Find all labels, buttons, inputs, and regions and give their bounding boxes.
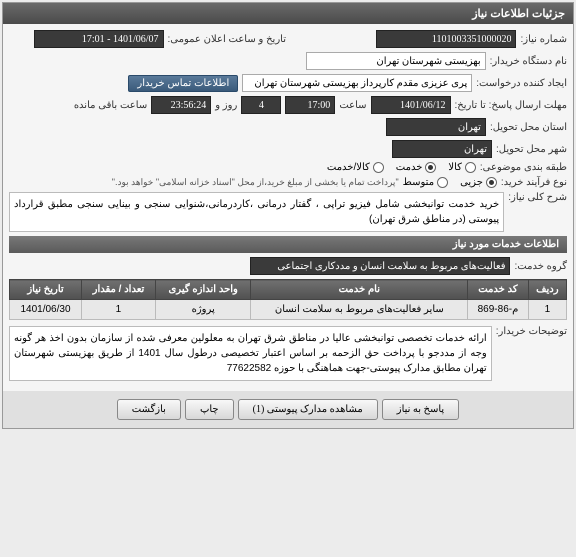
table-row: 1 م-86-869 سایر فعالیت‌های مربوط به سلام… <box>10 300 567 320</box>
radio-both[interactable]: کالا/خدمت <box>327 162 384 173</box>
deadline-time-input <box>285 96 335 114</box>
td-name: سایر فعالیت‌های مربوط به سلامت انسان <box>251 300 468 320</box>
contact-info-button[interactable]: اطلاعات تماس خریدار <box>128 75 238 92</box>
days-count-input <box>241 96 281 114</box>
radio-circle-checked-icon <box>425 162 436 173</box>
province-label: استان محل تحویل: <box>490 122 567 133</box>
desc-text: خرید خدمت توانبخشی شامل فیزیو تراپی ، گف… <box>9 192 504 232</box>
city-input <box>392 140 492 158</box>
row-creator: ایجاد کننده درخواست: اطلاعات تماس خریدار <box>9 74 567 92</box>
row-notes: توضیحات خریدار: ارائه خدمات تخصصی توانبخ… <box>9 326 567 381</box>
deadline-date-input <box>371 96 451 114</box>
table-header-row: ردیف کد خدمت نام خدمت واحد اندازه گیری ت… <box>10 280 567 300</box>
radio-circle-checked-icon <box>486 177 497 188</box>
panel-body: شماره نیاز: تاریخ و ساعت اعلان عمومی: نا… <box>3 24 573 391</box>
td-unit: پروژه <box>155 300 250 320</box>
row-category: طبقه بندی موضوعی: کالا خدمت کالا/خدمت <box>9 162 567 173</box>
services-table: ردیف کد خدمت نام خدمت واحد اندازه گیری ت… <box>9 279 567 320</box>
process-radio-group: جزیی متوسط <box>403 177 497 188</box>
radio-service-label: خدمت <box>396 162 423 173</box>
process-label: نوع فرآیند خرید: <box>501 177 567 188</box>
need-number-input <box>376 30 516 48</box>
process-note: "پرداخت تمام یا بخشی از مبلغ خرید،از محل… <box>112 177 399 188</box>
remaining-label: ساعت باقی مانده <box>74 100 147 111</box>
td-row: 1 <box>528 300 566 320</box>
need-number-label: شماره نیاز: <box>520 34 567 45</box>
row-buyer: نام دستگاه خریدار: <box>9 52 567 70</box>
announce-date-input <box>34 30 164 48</box>
th-qty: تعداد / مقدار <box>81 280 155 300</box>
province-input <box>386 118 486 136</box>
row-group: گروه خدمت: <box>9 257 567 275</box>
radio-minor[interactable]: جزیی <box>460 177 497 188</box>
days-label: روز و <box>215 100 237 111</box>
row-process: نوع فرآیند خرید: جزیی متوسط "پرداخت تمام… <box>9 177 567 188</box>
print-button[interactable]: چاپ <box>185 399 234 420</box>
countdown-input <box>151 96 211 114</box>
radio-medium[interactable]: متوسط <box>403 177 448 188</box>
td-qty: 1 <box>81 300 155 320</box>
th-date: تاریخ نیاز <box>10 280 82 300</box>
radio-goods[interactable]: کالا <box>448 162 476 173</box>
th-row: ردیف <box>528 280 566 300</box>
creator-input <box>242 74 472 92</box>
th-name: نام خدمت <box>251 280 468 300</box>
desc-label: شرح کلی نیاز: <box>508 192 567 203</box>
notes-text: ارائه خدمات تخصصی توانبخشی عالیا در مناط… <box>9 326 492 381</box>
attachments-button[interactable]: مشاهده مدارک پیوستی (1) <box>238 399 378 420</box>
row-description: شرح کلی نیاز: خرید خدمت توانبخشی شامل فی… <box>9 192 567 232</box>
th-code: کد خدمت <box>468 280 529 300</box>
services-header: اطلاعات خدمات مورد نیاز <box>9 236 567 253</box>
row-need-number: شماره نیاز: تاریخ و ساعت اعلان عمومی: <box>9 30 567 48</box>
radio-circle-icon <box>437 177 448 188</box>
row-deadline: مهلت ارسال پاسخ: تا تاریخ: ساعت روز و سا… <box>9 96 567 114</box>
buyer-label: نام دستگاه خریدار: <box>490 56 567 67</box>
td-code: م-86-869 <box>468 300 529 320</box>
creator-label: ایجاد کننده درخواست: <box>476 78 567 89</box>
radio-circle-icon <box>373 162 384 173</box>
category-label: طبقه بندی موضوعی: <box>480 162 567 173</box>
announce-date-label: تاریخ و ساعت اعلان عمومی: <box>168 34 287 45</box>
respond-button[interactable]: پاسخ به نیاز <box>382 399 460 420</box>
radio-minor-label: جزیی <box>460 177 483 188</box>
row-city: شهر محل تحویل: <box>9 140 567 158</box>
row-province: استان محل تحویل: <box>9 118 567 136</box>
notes-label: توضیحات خریدار: <box>496 326 567 337</box>
radio-goods-label: کالا <box>448 162 462 173</box>
group-label: گروه خدمت: <box>514 261 567 272</box>
time-label-1: ساعت <box>339 100 366 111</box>
city-label: شهر محل تحویل: <box>496 144 567 155</box>
radio-medium-label: متوسط <box>403 177 434 188</box>
back-button[interactable]: بازگشت <box>117 399 181 420</box>
radio-both-label: کالا/خدمت <box>327 162 370 173</box>
buyer-input <box>306 52 486 70</box>
th-unit: واحد اندازه گیری <box>155 280 250 300</box>
td-date: 1401/06/30 <box>10 300 82 320</box>
button-bar: پاسخ به نیاز مشاهده مدارک پیوستی (1) چاپ… <box>3 391 573 428</box>
category-radio-group: کالا خدمت کالا/خدمت <box>327 162 476 173</box>
radio-circle-icon <box>465 162 476 173</box>
main-panel: جزئیات اطلاعات نیاز شماره نیاز: تاریخ و … <box>2 2 574 429</box>
deadline-label: مهلت ارسال پاسخ: تا تاریخ: <box>455 100 567 111</box>
radio-service[interactable]: خدمت <box>396 162 437 173</box>
panel-title: جزئیات اطلاعات نیاز <box>3 3 573 24</box>
group-input <box>250 257 510 275</box>
